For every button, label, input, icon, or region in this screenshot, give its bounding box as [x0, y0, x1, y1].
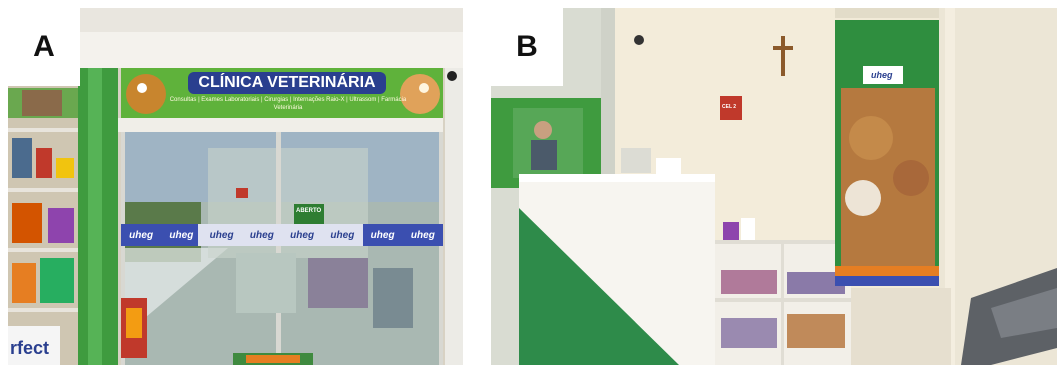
- food-bag-text: rfect: [10, 338, 50, 358]
- wall-sign: CEL 2: [722, 104, 737, 110]
- brand-label: uheg: [370, 229, 395, 241]
- door-notice: ABERTO: [296, 208, 322, 214]
- brand-label: uheg: [129, 229, 154, 241]
- brand-label: uheg: [249, 229, 274, 241]
- brand-label: uheg: [290, 229, 315, 241]
- clinic-sign-title: CLÍNICA VETERINÁRIA: [188, 72, 386, 94]
- brand-label: uheg: [330, 229, 355, 241]
- brand-label: uheg: [410, 229, 435, 241]
- panel-label-a: A: [8, 8, 80, 86]
- reception-scene: [491, 8, 1057, 365]
- banner-brand-logo: uheg: [871, 70, 893, 80]
- clinic-sign-services: Consultas | Exames Laboratoriais | Cirur…: [169, 97, 407, 111]
- panel-label-b: B: [491, 8, 563, 86]
- brand-label: uheg: [169, 229, 194, 241]
- photo-panel-a: CLÍNICA VETERINÁRIA Consultas | Exames L…: [8, 8, 463, 365]
- door-brand-strip: uheg uheg uheg uheg uheg uheg uheg uheg: [121, 226, 443, 244]
- storefront-scene: [8, 8, 463, 365]
- brand-label: uheg: [209, 229, 234, 241]
- photo-panel-b: uheg CEL 2 B: [491, 8, 1057, 365]
